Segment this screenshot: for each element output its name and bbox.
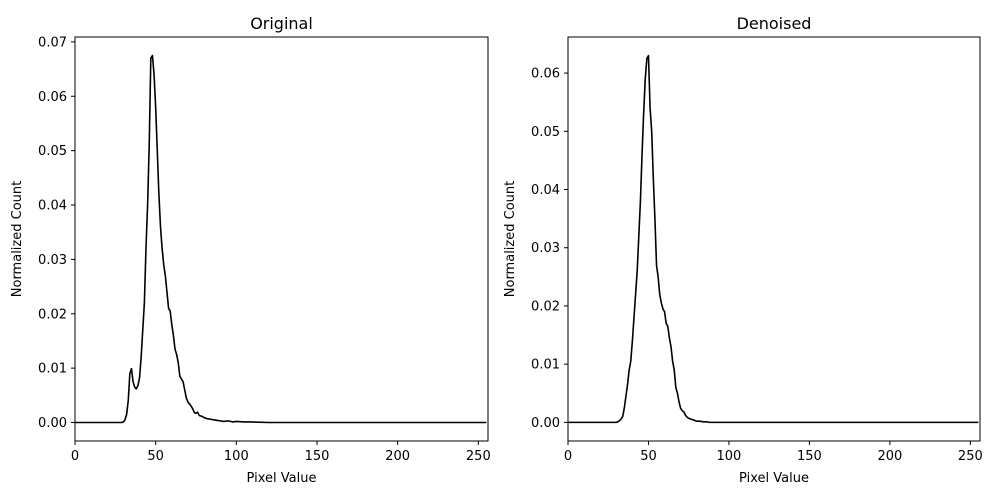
y-tick-label: 0.07 (38, 35, 67, 50)
panel-original: 0 50 100 150 200 250 0.00 0.01 0.02 0.03 0.04 0.05 0… (10, 14, 491, 486)
y-tick-label: 0.06 (38, 90, 67, 105)
x-tick-label: 50 (640, 449, 657, 464)
series-line-0 (568, 54, 979, 424)
chart-title: Original (250, 14, 313, 33)
axes-frame (74, 36, 489, 442)
y-tick-label: 0.00 (531, 416, 560, 431)
x-tick-label: 50 (147, 449, 164, 464)
x-tick-label: 0 (71, 449, 79, 464)
panel-denoised: 0 50 100 150 200 250 0.00 0.01 0.02 0.03 0.04 0.05 0… (503, 14, 983, 486)
x-tick-label: 100 (224, 449, 249, 464)
x-tick-label: 0 (564, 449, 572, 464)
y-tick-label: 0.01 (531, 358, 560, 373)
y-axis-label: Normalized Count (503, 181, 518, 297)
x-tick-label: 250 (958, 449, 983, 464)
y-tick-label: 0.06 (531, 67, 560, 82)
x-axis-label: Pixel Value (247, 471, 317, 486)
x-tick-label: 100 (717, 449, 742, 464)
x-tick-label: 150 (797, 449, 822, 464)
y-tick-label: 0.03 (38, 253, 67, 268)
x-tick-label: 200 (385, 449, 410, 464)
y-tick-label: 0.04 (38, 199, 67, 214)
y-tick-label: 0.05 (38, 144, 67, 159)
y-tick-label: 0.04 (531, 183, 560, 198)
chart-title: Denoised (737, 14, 812, 33)
x-tick-label: 250 (466, 449, 491, 464)
y-tick-label: 0.02 (38, 307, 67, 322)
y-tick-label: 0.03 (531, 241, 560, 256)
y-tick-label: 0.00 (38, 416, 67, 431)
y-tick-label: 0.05 (531, 125, 560, 140)
x-axis-label: Pixel Value (739, 471, 809, 486)
y-tick-label: 0.02 (531, 299, 560, 314)
x-tick-label: 200 (877, 449, 902, 464)
series-line-0 (75, 54, 487, 424)
y-tick-label: 0.01 (38, 362, 67, 377)
axes-frame (567, 36, 981, 442)
x-tick-label: 150 (305, 449, 330, 464)
y-axis-label: Normalized Count (10, 181, 25, 297)
